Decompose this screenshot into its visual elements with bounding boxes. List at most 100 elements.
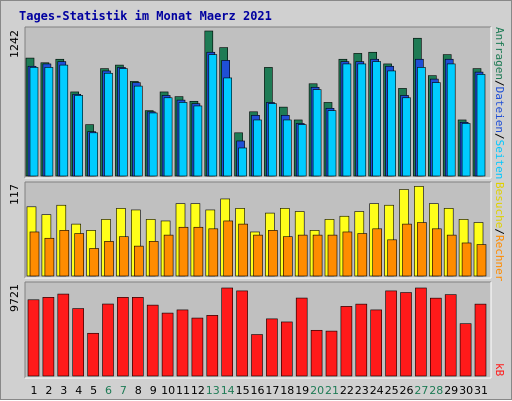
kbytes-bar-31: [474, 303, 487, 377]
middle-legend-part-2: Rechner: [493, 235, 506, 282]
pages-bar-15: [238, 147, 247, 177]
day-label-17: 17: [265, 384, 279, 397]
day-label-24: 24: [370, 384, 384, 397]
kbytes-bar-2: [42, 297, 55, 377]
kbytes-bar-3: [57, 293, 70, 377]
bottom-ymax-label: 9721: [8, 284, 21, 312]
day-label-2: 2: [45, 384, 52, 397]
sites-bar-19: [297, 234, 308, 277]
pages-bar-12: [193, 105, 203, 177]
sites-bar-28: [431, 228, 442, 277]
top-legend-part-0: Anfragen: [493, 27, 506, 80]
kbytes-bar-7: [117, 297, 129, 377]
kbytes-bar-22: [340, 306, 353, 377]
sites-bar-2: [44, 237, 55, 277]
day-label-10: 10: [161, 384, 175, 397]
pages-bar-16: [253, 119, 262, 177]
day-label-30: 30: [459, 384, 473, 397]
day-label-12: 12: [191, 384, 205, 397]
day-label-31: 31: [474, 384, 488, 397]
middle-legend: Besuche/Rechner: [493, 182, 506, 282]
pages-bar-8: [134, 85, 143, 177]
kbytes-bar-15: [236, 290, 248, 377]
kbytes-bar-8: [132, 297, 144, 377]
pages-bar-28: [431, 82, 441, 177]
kbytes-bar-27: [415, 287, 427, 377]
pages-bar-3: [59, 64, 69, 177]
top-legend: Anfragen/Dateien/Seiten: [493, 27, 506, 179]
kbytes-bar-17: [266, 318, 278, 377]
sites-bar-25: [387, 239, 397, 277]
day-label-21: 21: [325, 384, 339, 397]
top-legend-part-4: Seiten: [493, 140, 506, 180]
pages-bar-31: [476, 74, 486, 177]
day-label-9: 9: [150, 384, 157, 397]
kbytes-bar-26: [400, 292, 412, 377]
top-legend-part-3: /: [493, 133, 506, 140]
sites-bar-3: [59, 230, 70, 277]
day-label-1: 1: [31, 384, 38, 397]
sites-bar-30: [461, 242, 472, 277]
top-ymax-label: 1242: [8, 30, 21, 58]
pages-bar-11: [178, 102, 188, 177]
top-legend-part-1: /: [493, 80, 506, 87]
kbytes-bar-12: [191, 317, 204, 377]
day-label-11: 11: [176, 384, 190, 397]
kbytes-bar-20: [310, 329, 323, 377]
kbytes-bar-13: [206, 315, 219, 377]
bottom-legend-part-0: kB: [493, 363, 506, 377]
sites-bar-23: [357, 233, 368, 277]
pages-bar-20: [312, 89, 322, 177]
pages-bar-13: [208, 54, 218, 177]
kbytes-bar-6: [102, 303, 114, 377]
pages-bar-10: [163, 97, 173, 177]
day-label-16: 16: [251, 384, 265, 397]
pages-bar-29: [446, 63, 456, 177]
pages-bar-17: [268, 103, 277, 177]
pages-bar-26: [402, 97, 411, 177]
sites-bar-7: [119, 236, 129, 277]
sites-bar-17: [268, 230, 278, 277]
pages-bar-24: [372, 61, 382, 177]
pages-bar-5: [89, 132, 98, 177]
day-label-4: 4: [75, 384, 82, 397]
pages-bar-1: [29, 67, 39, 177]
sites-bar-20: [312, 234, 323, 277]
day-label-13: 13: [206, 384, 220, 397]
pages-bar-23: [357, 63, 367, 177]
pages-bar-27: [417, 67, 426, 177]
sites-bar-1: [29, 231, 40, 277]
bottom-legend: kB: [493, 363, 506, 377]
kbytes-bar-23: [355, 303, 368, 377]
sites-bar-16: [253, 234, 263, 277]
kbytes-bar-18: [280, 321, 293, 377]
pages-bar-9: [148, 112, 158, 177]
day-label-8: 8: [135, 384, 142, 397]
pages-bar-6: [104, 72, 113, 177]
day-label-7: 7: [120, 384, 127, 397]
kbytes-bar-24: [370, 309, 383, 377]
kbytes-bar-11: [176, 309, 189, 377]
middle-ymax-label: 117: [8, 184, 21, 205]
kbytes-bar-28: [429, 297, 442, 377]
sites-bar-26: [402, 223, 412, 277]
sites-bar-29: [446, 234, 457, 277]
kbytes-bar-5: [87, 332, 99, 377]
sites-bar-31: [476, 244, 487, 277]
pages-bar-4: [74, 95, 83, 177]
sites-bar-12: [193, 226, 204, 277]
sites-bar-10: [163, 234, 174, 277]
kbytes-bar-4: [72, 308, 84, 377]
day-label-25: 25: [385, 384, 399, 397]
day-label-15: 15: [236, 384, 250, 397]
sites-bar-27: [417, 222, 427, 277]
chart-title: Tages-Statistik im Monat Maerz 2021: [19, 9, 272, 23]
sites-bar-6: [104, 241, 114, 277]
kbytes-bar-16: [251, 334, 263, 377]
kbytes-bar-10: [161, 312, 174, 377]
pages-bar-7: [119, 68, 128, 177]
day-label-29: 29: [444, 384, 458, 397]
day-label-27: 27: [414, 384, 428, 397]
day-label-23: 23: [355, 384, 369, 397]
